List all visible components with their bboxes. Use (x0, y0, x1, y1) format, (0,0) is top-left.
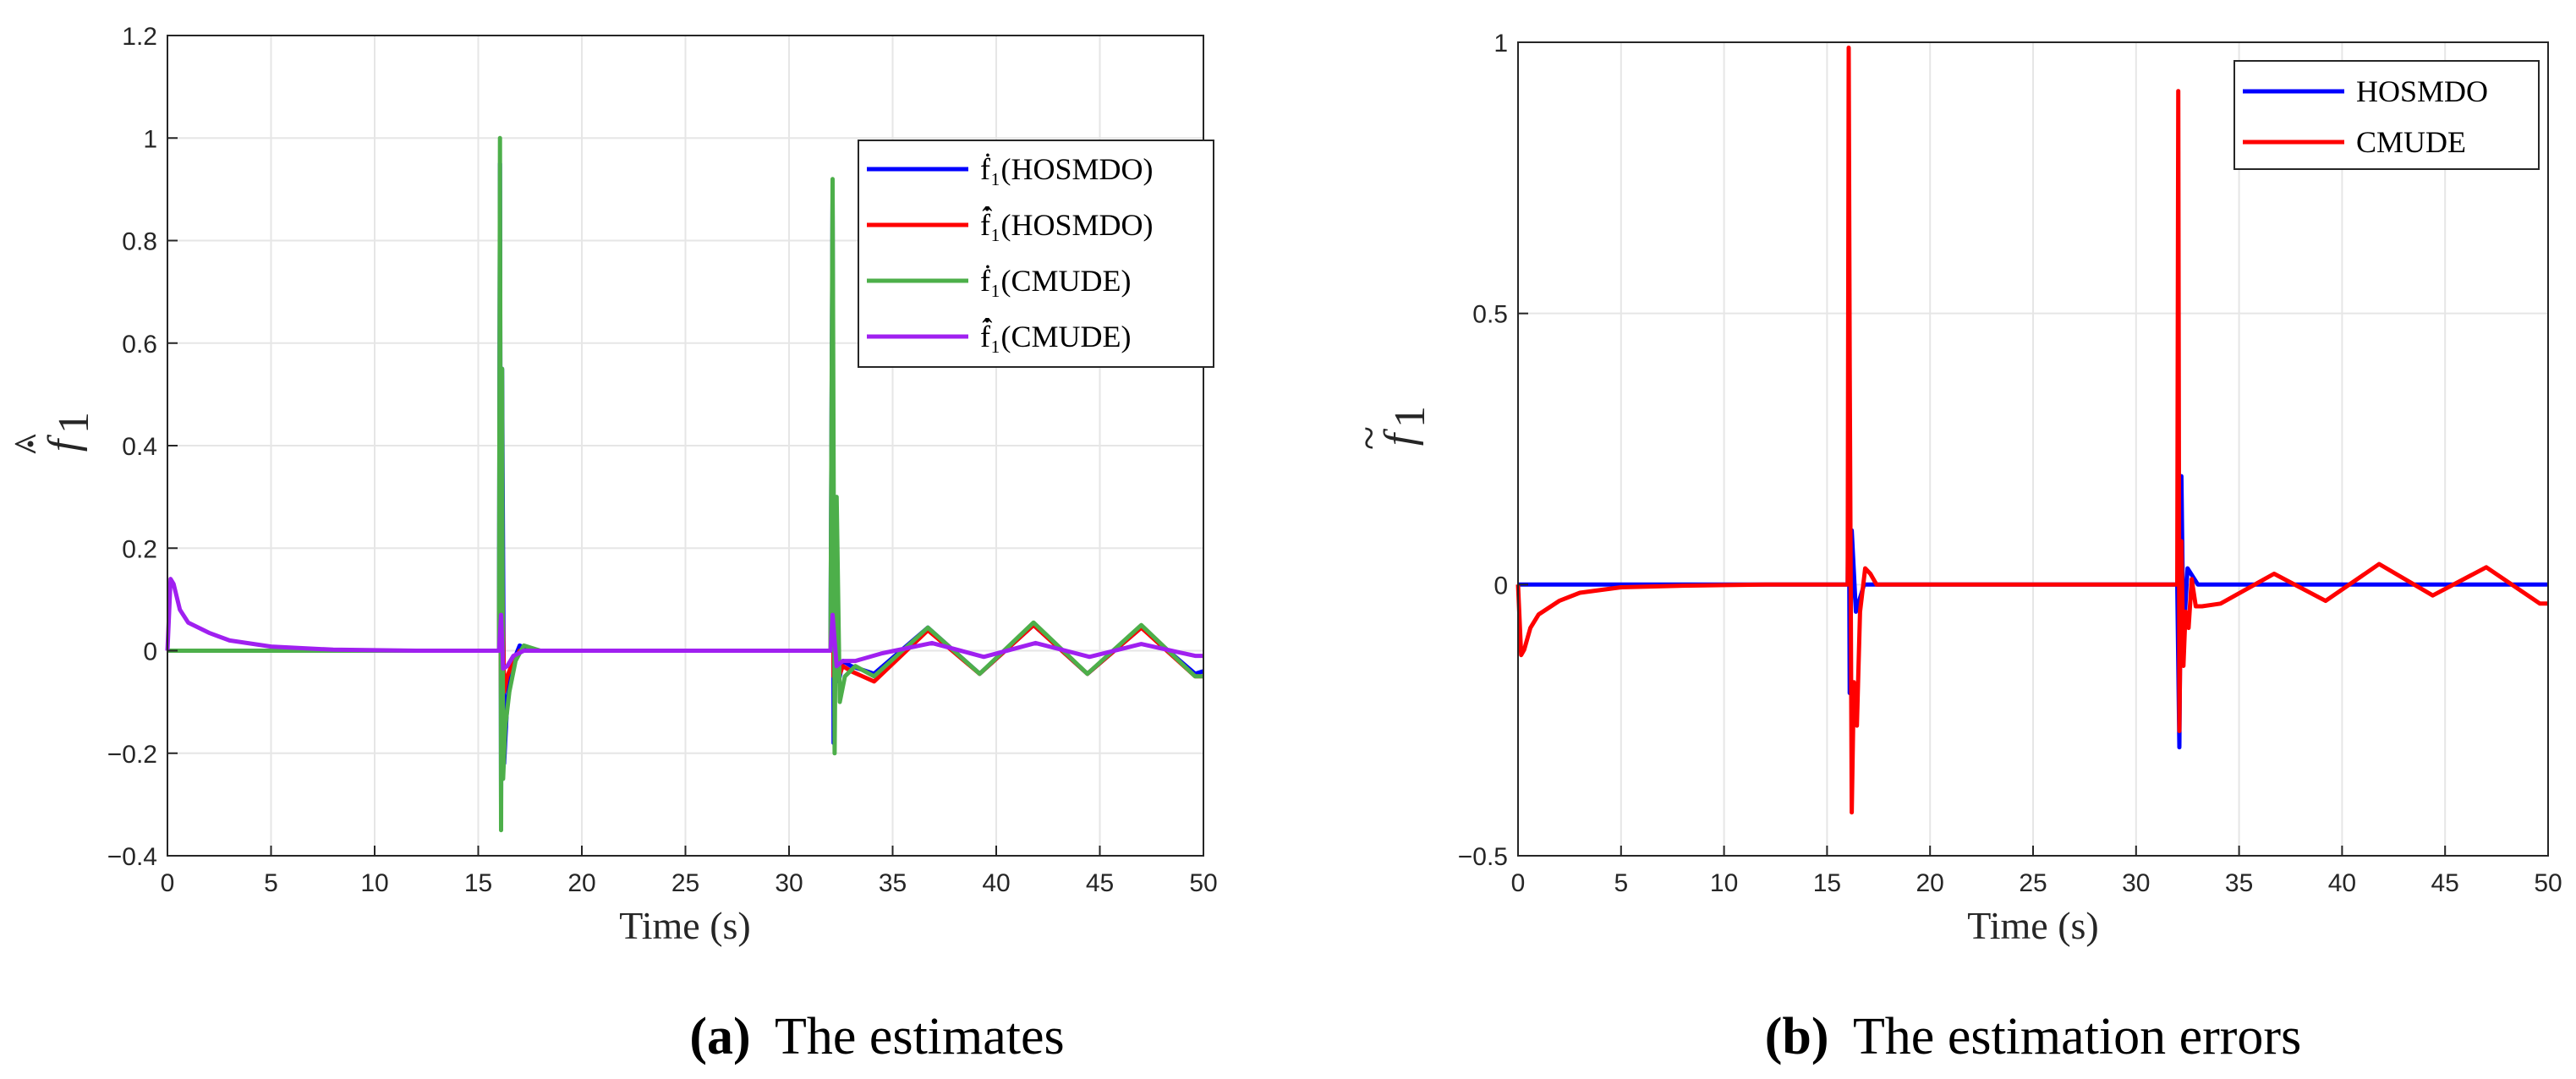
caption-a-letter: (a) (689, 1008, 750, 1065)
chart-a-series-purple (165, 577, 1203, 671)
legend-b-label-blue: HOSMDO (2356, 74, 2488, 108)
chart-a-ylabel: f 1 ^ (6, 412, 98, 454)
chart-b-legend-box (2233, 60, 2540, 170)
chart-b-x-axis: 0 5 10 15 20 25 30 35 40 45 50 (1511, 846, 2562, 897)
chart-a-xtick-label: 35 (879, 869, 907, 897)
caption-b: (b) The estimation errors (1765, 1008, 2301, 1065)
chart-a-lines (165, 135, 1204, 833)
chart-a-y-axis: −0.4 −0.2 0 0.2 0.4 0.6 0.8 1 1.2 (107, 23, 178, 871)
chart-a-ytick-label: −0.4 (107, 843, 157, 871)
chart-a-ytick-label: 1.2 (122, 23, 157, 51)
chart-a-xtick-label: 45 (1086, 869, 1114, 897)
chart-b-xlabel: Time (s) (1967, 904, 2099, 947)
chart-a-ytick-label: 0 (143, 638, 157, 666)
chart-a-xtick-label: 10 (360, 869, 388, 897)
chart-a-xtick-label: 20 (567, 869, 595, 897)
legend-b-label-red: CMUDE (2356, 125, 2466, 159)
svg-text:1: 1 (50, 412, 98, 434)
chart-a-ytick-label: 0.2 (122, 535, 157, 563)
chart-b-lines (1515, 45, 2548, 815)
legend-a-label-red: f̂̇₁(HOSMDO) (980, 205, 1154, 242)
chart-b-ytick-label: 1 (1494, 30, 1508, 58)
chart-a-xtick-label: 40 (982, 869, 1010, 897)
legend-a-label-blue: ḟ₁(HOSMDO) (980, 152, 1154, 186)
svg-text:1: 1 (1386, 406, 1434, 428)
legend-a-label-green: ḟ₁(CMUDE) (980, 264, 1132, 298)
caption-b-letter: (b) (1765, 1008, 1829, 1065)
chart-a-xtick-label: 25 (671, 869, 699, 897)
chart-b-ytick-label: −0.5 (1458, 843, 1508, 871)
chart-b-ylabel: f 1 ~ (1346, 406, 1434, 450)
chart-b-ytick-label: 0.5 (1472, 301, 1508, 329)
chart-b-xtick-label: 30 (2122, 869, 2150, 897)
chart-a-ytick-label: 0.8 (122, 228, 157, 256)
chart-b-xtick-label: 45 (2431, 869, 2459, 897)
chart-b-xtick-label: 10 (1710, 869, 1738, 897)
chart-b-xtick-label: 0 (1511, 869, 1526, 897)
caption-a: (a) The estimates (689, 1008, 1064, 1065)
chart-a-xtick-label: 0 (161, 869, 175, 897)
chart-b-y-axis: −0.5 0 0.5 1 (1458, 30, 1528, 871)
chart-a-x-axis: 0 5 10 15 20 25 30 35 40 45 50 (161, 846, 1218, 897)
chart-a-xlabel: Time (s) (619, 904, 751, 947)
chart-b-xtick-label: 35 (2225, 869, 2253, 897)
chart-b-xtick-label: 5 (1614, 869, 1628, 897)
chart-a-legend: ḟ₁(HOSMDO) f̂̇₁(HOSMDO) ḟ₁(CMUDE) f̂̇₁(CMUD… (858, 140, 1214, 368)
legend-a-label-purple: f̂̇₁(CMUDE) (980, 317, 1132, 353)
chart-a: 0 5 10 15 20 25 30 35 40 45 50 −0.4 −0.2 0 0.2 0.4 0.6 0… (6, 23, 1218, 947)
chart-b-xtick-label: 40 (2328, 869, 2356, 897)
chart-a-ytick-label: −0.2 (107, 741, 157, 769)
chart-a-ytick-label: 0.4 (122, 433, 157, 461)
chart-a-xtick-label: 15 (464, 869, 492, 897)
caption-b-text: The estimation errors (1853, 1008, 2301, 1065)
chart-a-ytick-label: 1 (143, 125, 157, 153)
chart-b-xtick-label: 20 (1916, 869, 1944, 897)
caption-a-text: The estimates (775, 1008, 1065, 1065)
chart-a-xtick-label: 30 (775, 869, 803, 897)
chart-a-series-green (167, 135, 1203, 833)
chart-b-xtick-label: 25 (2019, 869, 2047, 897)
chart-b: 0 5 10 15 20 25 30 35 40 45 50 −0.500.51 Time (s) … (1346, 30, 2562, 947)
chart-a-xtick-label: 50 (1189, 869, 1217, 897)
chart-a-legend-box (858, 140, 1214, 368)
chart-b-xtick-label: 50 (2534, 869, 2562, 897)
svg-text:~: ~ (1346, 426, 1394, 450)
chart-b-ytick-label: 0 (1494, 572, 1508, 600)
chart-a-ytick-label: 0.6 (122, 331, 157, 359)
chart-b-xtick-label: 15 (1813, 869, 1841, 897)
chart-b-series-red (1515, 45, 2548, 815)
chart-a-xtick-label: 5 (264, 869, 278, 897)
chart-b-legend: HOSMDO CMUDE (2233, 60, 2540, 170)
